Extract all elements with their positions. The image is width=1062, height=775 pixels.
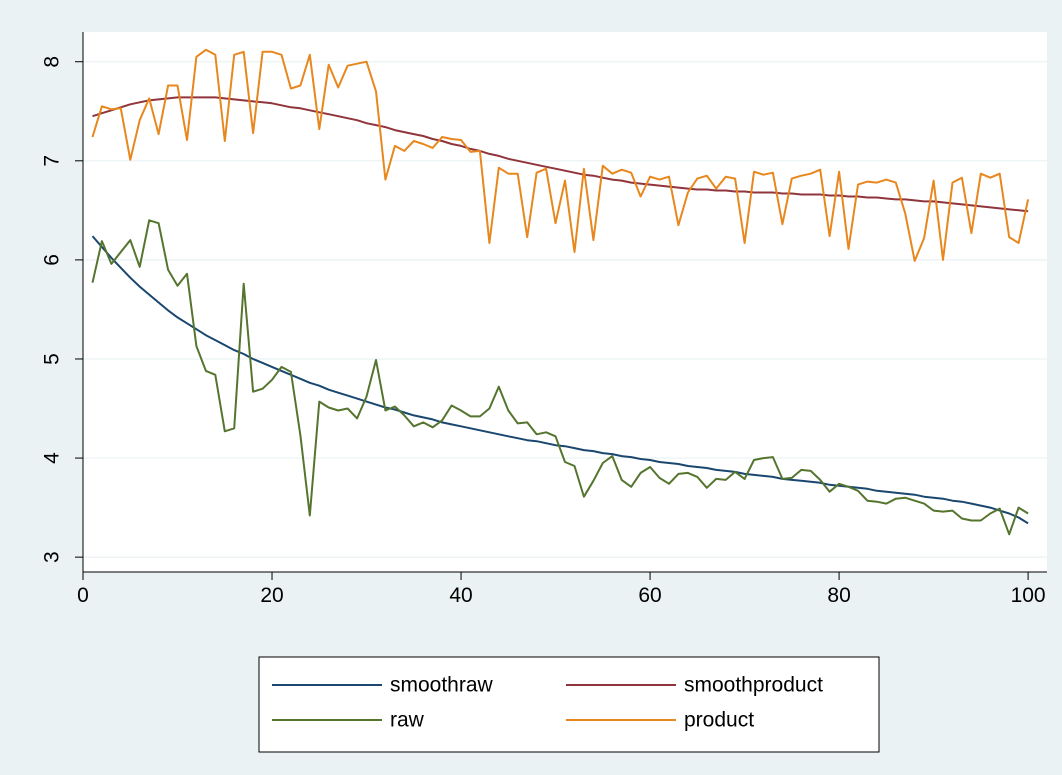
- legend-box: [258, 656, 880, 753]
- x-tick-label: 100: [1011, 584, 1046, 607]
- x-tick-label: 80: [827, 584, 850, 607]
- legend-label-product: product: [684, 709, 754, 732]
- y-tick-label: 3: [41, 551, 64, 563]
- y-tick-label: 5: [41, 353, 64, 365]
- plot-area: [83, 32, 1047, 572]
- x-tick-label: 20: [260, 584, 283, 607]
- series-line-product: [91, 48, 1030, 262]
- series-line-smoothraw: [91, 235, 1029, 525]
- axes: [82, 32, 1047, 573]
- series-layer: [91, 48, 1030, 536]
- x-tick-label: 40: [449, 584, 472, 607]
- x-tick-label: 0: [77, 584, 89, 607]
- y-tick-label: 4: [41, 452, 64, 464]
- y-tick-label: 7: [41, 155, 64, 167]
- y-tick-label: 8: [41, 56, 64, 68]
- legend: smoothraw smoothproduct raw product: [258, 656, 880, 753]
- series-line-raw: [91, 219, 1029, 536]
- legend-label-smoothproduct: smoothproduct: [684, 674, 823, 697]
- y-tick-label: 6: [41, 254, 64, 266]
- legend-label-raw: raw: [390, 709, 425, 732]
- grid-lines: [83, 61, 1047, 558]
- x-tick-label: 60: [638, 584, 661, 607]
- y-ticks: 3 4 5 6 7 8: [41, 56, 83, 563]
- legend-label-smoothraw: smoothraw: [390, 674, 494, 697]
- x-ticks: 0 20 40 60 80 100: [77, 572, 1046, 607]
